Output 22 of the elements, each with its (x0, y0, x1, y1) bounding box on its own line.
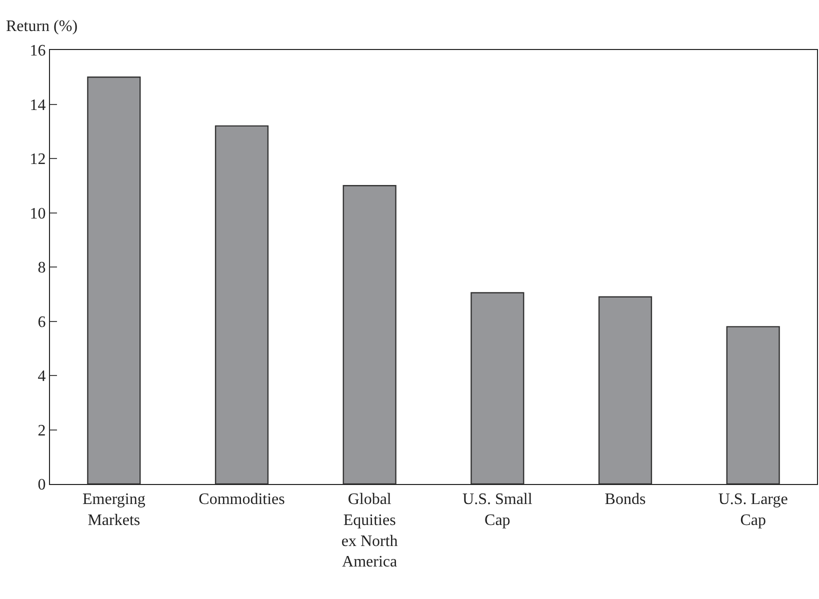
x-tick-label: Commodities (198, 491, 285, 508)
bar (342, 185, 396, 484)
y-tick-label: 8 (38, 260, 46, 277)
y-tick-label: 0 (38, 476, 46, 494)
y-tick-label: 14 (30, 96, 46, 114)
y-axis-title: Return (%) (6, 18, 78, 35)
x-tick-label: U.S. Large Cap (718, 491, 788, 529)
bar (214, 125, 269, 484)
bar (470, 292, 524, 484)
y-tick-label: 16 (30, 42, 46, 60)
y-tick-label: 6 (38, 314, 46, 331)
x-tick-label: U.S. Small Cap (462, 491, 533, 529)
x-tick-label: Global Equities ex North America (341, 491, 398, 571)
bar (598, 296, 652, 484)
y-tick-label: 4 (38, 368, 46, 386)
y-tick-label: 2 (38, 422, 46, 440)
x-tick-label: Emerging Markets (82, 491, 146, 529)
x-tick-label: Bonds (604, 491, 646, 508)
bar (87, 76, 141, 484)
y-tick-label: 10 (30, 205, 46, 222)
bar (726, 326, 780, 484)
y-tick-label: 12 (30, 151, 46, 168)
